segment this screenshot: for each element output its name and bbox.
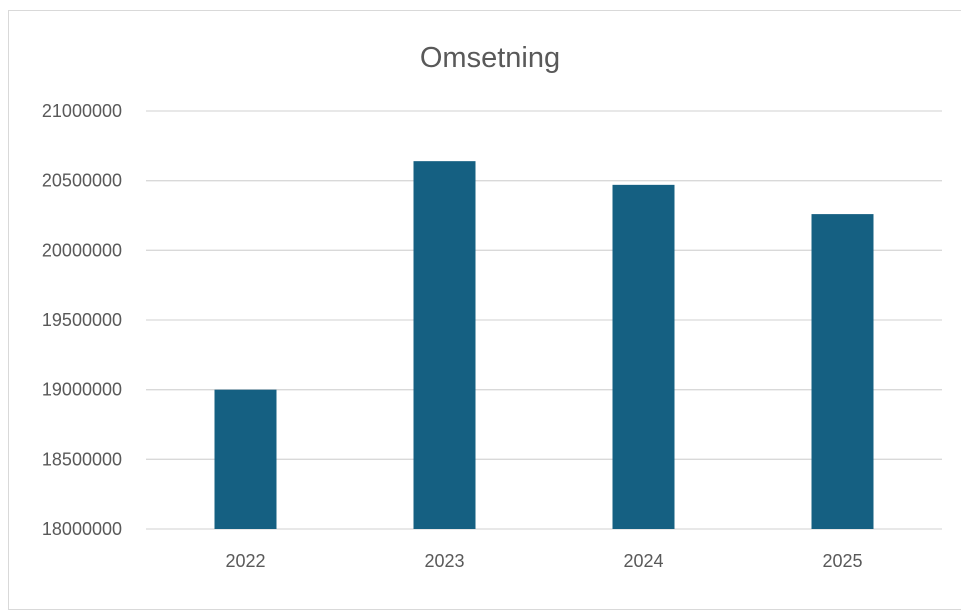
y-tick-label: 20500000 (42, 171, 122, 191)
y-axis-ticks: 18000000 18500000 19000000 19500000 20000000… (42, 101, 122, 539)
x-tick-label: 2024 (623, 551, 663, 571)
bars (214, 161, 874, 529)
bar-2023 (413, 161, 476, 529)
chart-title: Omsetning (420, 42, 560, 74)
y-tick-label: 18000000 (42, 519, 122, 539)
x-tick-label: 2022 (225, 551, 265, 571)
gridlines (146, 110, 942, 530)
y-tick-label: 18500000 (42, 449, 122, 469)
x-axis-ticks: 2022 2023 2024 2025 (225, 551, 862, 571)
bar-2025 (811, 214, 874, 529)
x-tick-label: 2023 (424, 551, 464, 571)
y-tick-label: 21000000 (42, 101, 122, 121)
bar-2024 (612, 184, 675, 529)
y-tick-label: 19000000 (42, 380, 122, 400)
chart-frame (8, 10, 961, 610)
bar-2022 (214, 389, 277, 529)
bar-chart: Omsetning 18000000 18500000 19000000 195000… (42, 42, 942, 571)
y-tick-label: 20000000 (42, 240, 122, 260)
y-tick-label: 19500000 (42, 310, 122, 330)
x-tick-label: 2025 (822, 551, 862, 571)
